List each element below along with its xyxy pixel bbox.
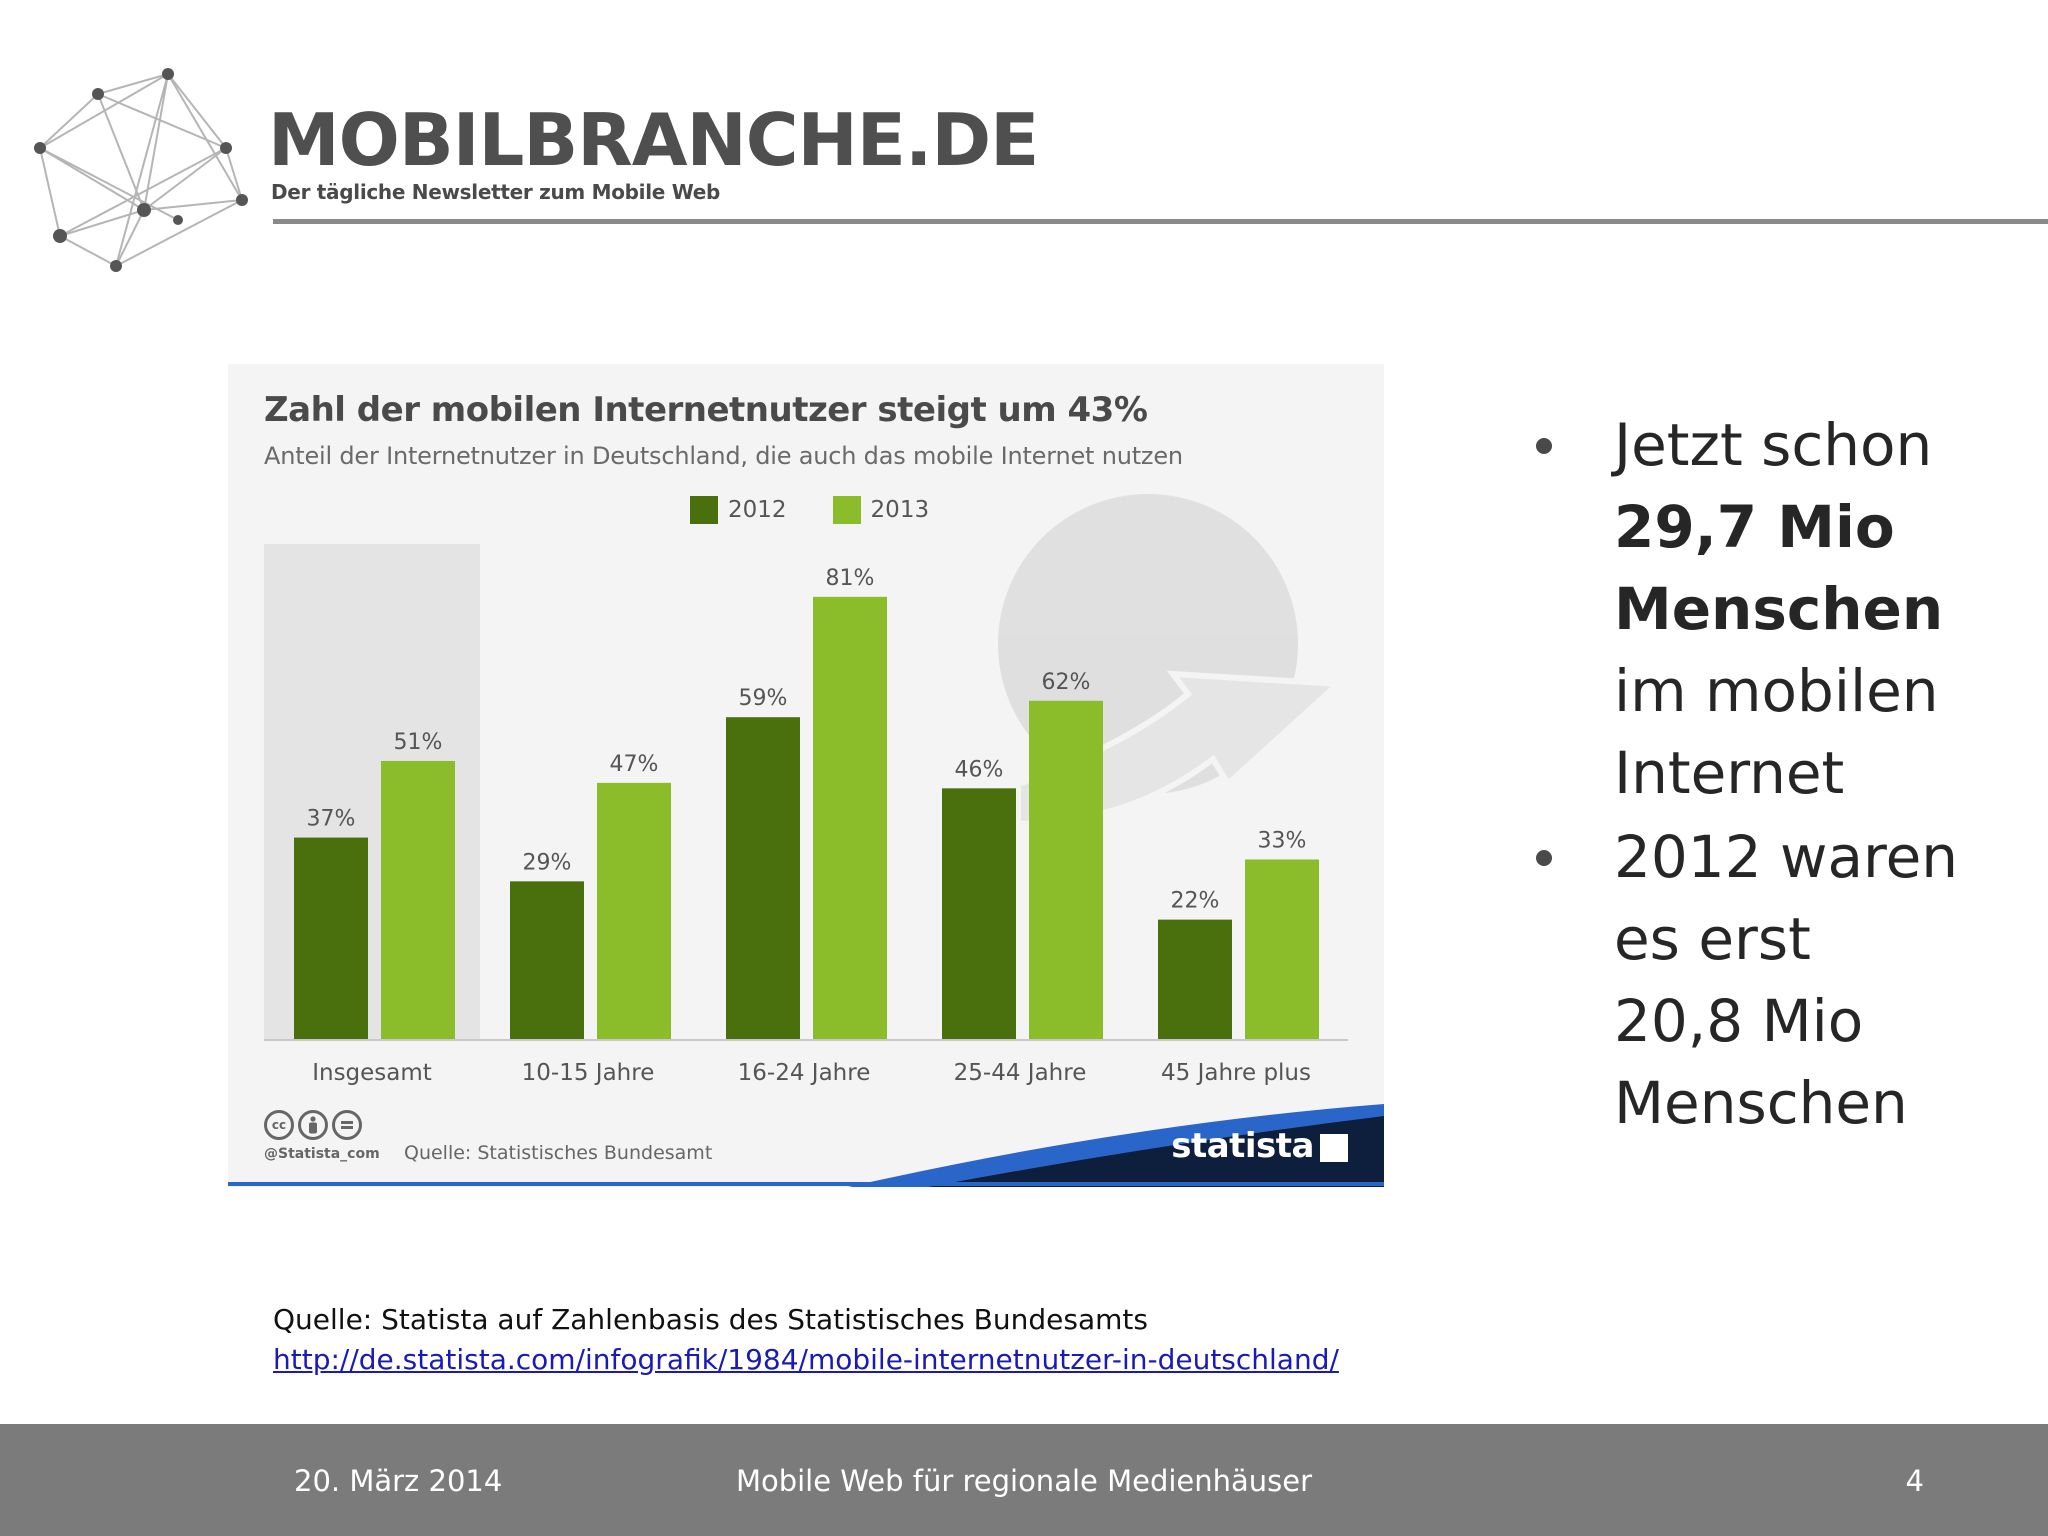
x-tick-label: 10-15 Jahre: [522, 1060, 655, 1086]
bar-2012-4: [942, 788, 1016, 1040]
data-label: 37%: [307, 807, 356, 832]
no-derivatives-icon: [332, 1110, 362, 1140]
equals-icon: [341, 1121, 353, 1129]
network-logo-icon: [34, 68, 248, 272]
brand-tagline: Der tägliche Newsletter zum Mobile Web: [271, 180, 721, 204]
chart-title: Zahl der mobilen Internetnutzer steigt u…: [264, 390, 1148, 430]
bullet-highlight: Menschen: [1614, 575, 1944, 643]
data-label: 46%: [955, 757, 1004, 782]
data-label: 47%: [610, 752, 659, 777]
data-label: 62%: [1042, 670, 1091, 695]
x-tick-label: Insgesamt: [312, 1060, 432, 1086]
legend-label-2013: 2013: [870, 497, 930, 523]
attribution-icon: [298, 1110, 328, 1140]
legend-label-2012: 2012: [728, 497, 787, 523]
data-label: 33%: [1258, 828, 1307, 853]
bar-2013-3: [813, 596, 887, 1040]
source-text: Quelle: Statista auf Zahlenbasis des Sta…: [273, 1303, 1148, 1336]
statista-logo: statista: [1171, 1126, 1314, 1166]
data-label: 51%: [394, 730, 443, 755]
bullet-text: 20,8 Mio: [1614, 987, 1864, 1055]
bullet-item-2012-users: 2012 waren es erst 20,8 Mio Menschen: [1530, 816, 2030, 1144]
statista-band-navy: [928, 1116, 1384, 1187]
x-tick-label: 45 Jahre plus: [1161, 1060, 1311, 1086]
bar-2013-5: [1245, 859, 1319, 1040]
bullet-text: im mobilen: [1614, 657, 1939, 725]
bullet-text: Internet: [1614, 739, 1845, 807]
x-tick-label: 16-24 Jahre: [738, 1060, 871, 1086]
bullet-item-current-users: Jetzt schon 29,7 Mio Menschen im mobilen…: [1530, 404, 2030, 814]
legend-item-2013: 2013: [832, 496, 930, 524]
bar-2013-1: [381, 760, 455, 1040]
bullet-text: Menschen: [1614, 1069, 1908, 1137]
chart-legend: 2012 2013: [690, 496, 929, 524]
footer-date: 20. März 2014: [294, 1464, 503, 1498]
chart-plot: 37% 51% Insgesamt 29% 47% 10-15 Jahre 59% 81% 16…: [228, 494, 1384, 1187]
license-icons: cc: [264, 1110, 362, 1140]
slide-footer: 20. März 2014 Mobile Web für regionale M…: [0, 1424, 2048, 1536]
source-note: Quelle: Statista auf Zahlenbasis des Sta…: [273, 1300, 1339, 1380]
page-number: 4: [1905, 1464, 1924, 1498]
bullet-text: 2012 waren: [1614, 823, 1959, 891]
bullet-dot-icon: [1536, 850, 1552, 866]
legend-swatch-2013: [832, 496, 861, 524]
legend-swatch-2012: [690, 496, 718, 524]
data-label: 22%: [1171, 889, 1220, 914]
chart-subtitle: Anteil der Internetnutzer in Deutschland…: [264, 442, 1183, 470]
footer-title: Mobile Web für regionale Medienhäuser: [735, 1464, 1313, 1498]
bullet-dot-icon: [1536, 438, 1552, 454]
data-label: 81%: [826, 566, 875, 591]
bullet-highlight: 29,7 Mio: [1614, 493, 1895, 561]
bar-2013-2: [597, 782, 671, 1040]
bar-2013-4: [1029, 700, 1103, 1040]
header-divider: [273, 219, 2048, 224]
statista-handle: @Statista_com: [264, 1146, 380, 1162]
chart-source: Quelle: Statistisches Bundesamt: [404, 1142, 713, 1164]
data-label: 29%: [523, 850, 572, 875]
statista-mark-icon: [1320, 1134, 1348, 1162]
bar-2012-1: [294, 837, 368, 1040]
person-icon: [309, 1116, 317, 1134]
bullet-text: es erst: [1614, 905, 1811, 973]
chart-infographic: 37% 51% Insgesamt 29% 47% 10-15 Jahre 59% 81% 16…: [228, 364, 1384, 1187]
bar-2012-5: [1158, 919, 1232, 1040]
bullet-list: Jetzt schon 29,7 Mio Menschen im mobilen…: [1530, 404, 2030, 1146]
bar-2012-2: [510, 881, 584, 1040]
x-tick-label: 25-44 Jahre: [954, 1060, 1087, 1086]
brand-logo-text: MOBILBRANCHE.DE: [268, 98, 1039, 182]
bullet-text: Jetzt schon: [1614, 411, 1933, 479]
data-label: 59%: [739, 686, 788, 711]
legend-item-2012: 2012: [690, 496, 787, 524]
source-link[interactable]: http://de.statista.com/infografik/1984/m…: [273, 1343, 1339, 1376]
cc-icon: cc: [264, 1110, 294, 1140]
bar-2012-3: [726, 717, 800, 1040]
